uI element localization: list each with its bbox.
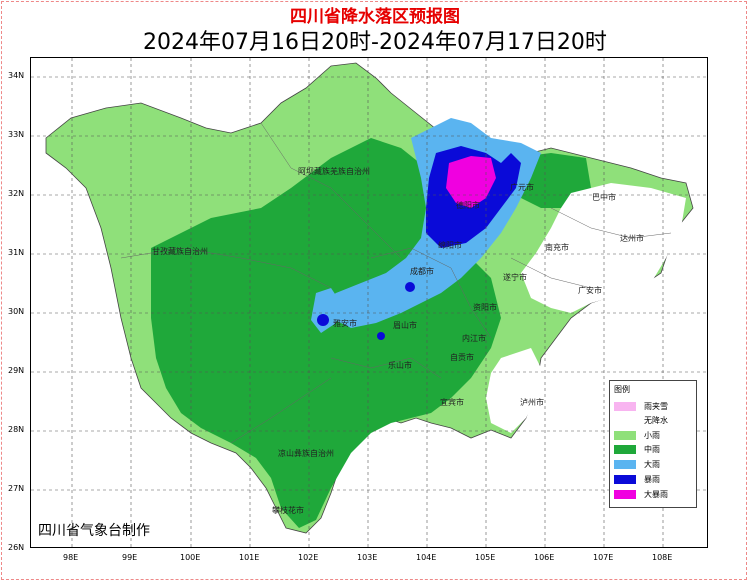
lat-tick-34n: 34N <box>8 71 25 80</box>
lon-tick-107e: 107E <box>593 553 614 562</box>
lat-tick-27n: 27N <box>8 484 25 493</box>
city-label-guangan: 广安市 <box>578 286 602 295</box>
no-rain-region <box>521 183 686 313</box>
moderate-rain-region <box>151 138 501 528</box>
legend-swatch <box>614 475 636 484</box>
county-boundaries <box>120 122 672 444</box>
legend-swatch <box>614 490 636 499</box>
lon-tick-105e: 105E <box>475 553 496 562</box>
city-label-zigong: 自贡市 <box>450 353 474 362</box>
city-label-meishan: 眉山市 <box>393 321 417 330</box>
lat-tick-28n: 28N <box>8 425 25 434</box>
city-label-nanchong: 南充市 <box>545 243 569 252</box>
city-label-suining: 遂宁市 <box>503 273 527 282</box>
city-label-yaan: 雅安市 <box>333 319 357 328</box>
agency-credit: 四川省气象台制作 <box>38 523 150 539</box>
lon-tick-103e: 103E <box>357 553 378 562</box>
city-label-luzhou: 泸州市 <box>520 398 544 407</box>
city-label-ziyang: 资阳市 <box>473 303 497 312</box>
legend-swatch <box>614 460 636 469</box>
rainstorm-spot-meishan <box>377 332 385 340</box>
lat-tick-30n: 30N <box>8 307 25 316</box>
no-rain-region-south <box>486 348 541 433</box>
lon-tick-98e: 98E <box>63 553 79 562</box>
lat-tick-31n: 31N <box>8 248 25 257</box>
lat-tick-33n: 33N <box>8 130 25 139</box>
city-label-bazhong: 巴中市 <box>592 193 616 202</box>
legend-item-storm: 暴雨 <box>614 474 696 485</box>
city-label-deyang: 德阳市 <box>456 201 480 210</box>
lon-tick-102e: 102E <box>298 553 319 562</box>
city-label-neijiang: 内江市 <box>462 334 486 343</box>
legend-item-light: 小雨 <box>614 430 696 441</box>
lon-tick-99e: 99E <box>122 553 138 562</box>
legend-swatch <box>614 416 636 425</box>
city-label-leshan: 乐山市 <box>388 361 412 370</box>
city-label-ganzi: 甘孜藏族自治州 <box>152 247 208 256</box>
lat-grid <box>31 76 707 491</box>
city-label-panzhihua: 攀枝花市 <box>272 506 304 515</box>
map-title: 四川省降水落区预报图 <box>290 7 460 27</box>
lat-tick-32n: 32N <box>8 189 25 198</box>
legend-title: 图例 <box>614 385 630 394</box>
city-label-guangyuan: 广元市 <box>510 183 534 192</box>
rainstorm-spot-chengdu <box>405 282 415 292</box>
rainstorm-spot-yaan <box>317 314 329 326</box>
legend-swatch <box>614 445 636 454</box>
city-label-yibin: 宜宾市 <box>440 398 464 407</box>
city-label-liangshan: 凉山彝族自治州 <box>278 449 334 458</box>
precip-map-svg <box>31 58 707 547</box>
lon-tick-100e: 100E <box>180 553 201 562</box>
city-label-aba: 阿坝藏族羌族自治州 <box>298 167 370 176</box>
map-subtitle: 2024年07月16日20时-2024年07月17日20时 <box>143 30 607 55</box>
map-area <box>30 57 708 548</box>
lon-tick-104e: 104E <box>416 553 437 562</box>
lon-grid <box>71 58 664 547</box>
legend-item-heavy-storm: 大暴雨 <box>614 489 696 500</box>
lon-tick-108e: 108E <box>652 553 673 562</box>
legend-swatch <box>614 431 636 440</box>
city-label-dazhou: 达州市 <box>620 234 644 243</box>
lon-tick-101e: 101E <box>239 553 260 562</box>
map-legend: 图例 雨夹雪 无降水 小雨 中雨 大雨 暴雨 大暴雨 <box>609 380 697 508</box>
legend-swatch <box>614 402 636 411</box>
legend-item-heavy: 大雨 <box>614 459 696 470</box>
city-label-mianyang: 绵阳市 <box>438 241 462 250</box>
city-label-chengdu: 成都市 <box>410 267 434 276</box>
legend-item-moderate: 中雨 <box>614 444 696 455</box>
lat-tick-29n: 29N <box>8 366 25 375</box>
legend-item-sleet: 雨夹雪 <box>614 401 696 412</box>
legend-item-none: 无降水 <box>614 415 696 426</box>
lat-tick-26n: 26N <box>8 543 25 552</box>
lon-tick-106e: 106E <box>534 553 555 562</box>
